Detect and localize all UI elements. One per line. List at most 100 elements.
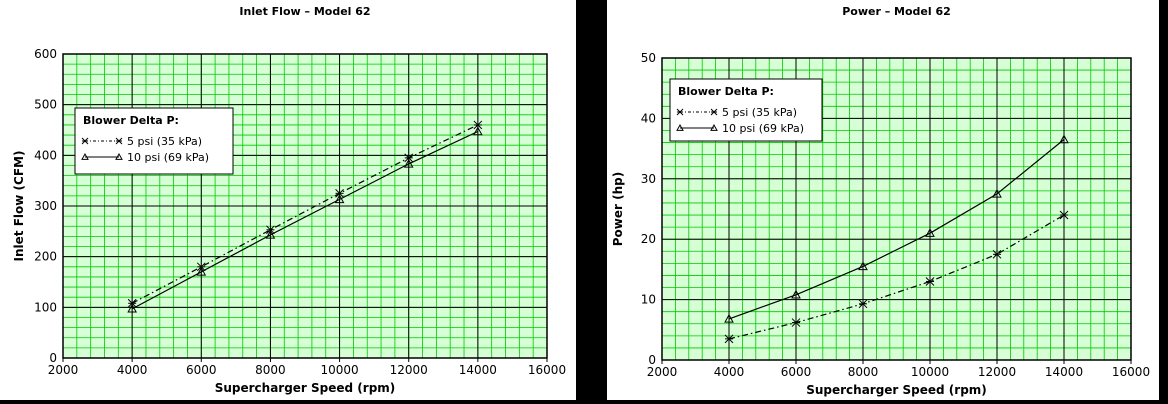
data-point-1 [266, 225, 275, 235]
x-tick-label: 2000 [647, 365, 678, 379]
data-point-2 [334, 194, 345, 204]
x-tick-label: 10000 [320, 363, 358, 377]
marker-triangle [791, 289, 801, 299]
marker-triangle [710, 123, 718, 131]
marker-triangle [196, 266, 207, 276]
series-line-2 [728, 139, 1065, 320]
power-chart-panel: 2000 4000 6000 8000 10000 12000 14000 16000 0 10 2… [607, 0, 1159, 400]
y-tick-label: 0 [49, 351, 57, 365]
y-tick-label: 30 [641, 172, 656, 186]
y-axis-label: Power (hp) [611, 172, 625, 246]
y-tick-label: 10 [641, 293, 656, 307]
legend-label-2: 10 psi (69 kPa) [127, 151, 209, 164]
x-tick-label: 6000 [781, 365, 812, 379]
legend-label-1: 5 psi (35 kPa) [722, 106, 797, 119]
legend-marker-1 [710, 108, 718, 116]
data-point-1 [404, 153, 414, 163]
y-tick-label: 100 [34, 300, 57, 314]
marker-triangle [81, 152, 89, 160]
legend: Blower Delta P: 5 psi (35 kPa) 10 psi (69 … [669, 78, 823, 142]
marker-triangle [925, 228, 935, 237]
legend-marker-2 [81, 152, 89, 160]
y-tick-label: 20 [641, 232, 656, 246]
y-tick-label: 500 [34, 98, 57, 112]
data-point-2 [196, 266, 207, 276]
data-point-1 [473, 120, 483, 130]
marker-triangle [334, 194, 345, 204]
x-tick-label: 8000 [255, 363, 286, 377]
data-point-1 [1059, 210, 1069, 220]
data-point-1 [925, 277, 935, 286]
power-chart: 2000 4000 6000 8000 10000 12000 14000 16000 0 10 2… [611, 5, 1150, 397]
marker-triangle [992, 188, 1002, 198]
x-tick-label: 16000 [1112, 365, 1150, 379]
x-tick-label: 16000 [528, 363, 566, 377]
x-tick-label: 12000 [978, 365, 1016, 379]
data-point-2 [791, 289, 801, 299]
marker-triangle [403, 158, 414, 168]
x-tick-label: 8000 [848, 365, 879, 379]
data-point-2 [858, 261, 868, 271]
legend-label-2: 10 psi (69 kPa) [722, 122, 804, 135]
marker-triangle [724, 313, 734, 323]
y-tick-label: 200 [34, 250, 57, 264]
series-line-2 [131, 130, 479, 310]
data-point-1 [791, 318, 801, 327]
y-tick-label: 300 [34, 199, 57, 213]
inlet-flow-chart: 2000 4000 6000 8000 10000 12000 14000 16000 0 100… [12, 5, 566, 395]
x-tick-label: 4000 [117, 363, 148, 377]
x-tick-label: 4000 [714, 365, 745, 379]
data-point-2 [127, 303, 137, 313]
legend-marker-2 [676, 123, 684, 131]
marker-triangle [1059, 134, 1069, 144]
marker-triangle [265, 229, 276, 239]
marker-triangle [115, 152, 123, 160]
data-point-2 [265, 229, 276, 239]
y-tick-label: 400 [34, 148, 57, 162]
x-tick-label: 2000 [48, 363, 79, 377]
x-tick-label: 14000 [459, 363, 497, 377]
marker-triangle [473, 126, 483, 136]
data-point-1 [127, 298, 137, 308]
y-tick-label: 0 [648, 353, 656, 367]
legend-marker-1 [115, 137, 123, 145]
data-point-2 [1059, 134, 1069, 144]
series-line-1 [131, 124, 479, 304]
x-tick-label: 12000 [390, 363, 428, 377]
y-axis-label: Inlet Flow (CFM) [12, 151, 26, 262]
marker-triangle [127, 303, 137, 313]
y-tick-label: 50 [641, 51, 656, 65]
legend-label-1: 5 psi (35 kPa) [127, 135, 202, 148]
plot-frame [661, 57, 1132, 361]
chart-title: Power – Model 62 [842, 5, 951, 18]
y-tick-label: 600 [34, 47, 57, 61]
x-tick-label: 6000 [186, 363, 217, 377]
legend-title: Blower Delta P: [83, 114, 179, 127]
data-point-1 [335, 188, 344, 198]
legend-marker-2 [710, 123, 718, 131]
inlet-flow-chart-panel: 2000 4000 6000 8000 10000 12000 14000 16000 0 100… [0, 0, 576, 400]
data-point-1 [196, 262, 206, 272]
legend-title: Blower Delta P: [678, 85, 774, 98]
data-point-2 [992, 188, 1002, 198]
marker-triangle [858, 261, 868, 271]
series-line-1 [728, 214, 1065, 340]
x-axis-label: Supercharger Speed (rpm) [806, 383, 987, 397]
data-point-2 [403, 158, 414, 168]
legend-marker-2 [115, 152, 123, 160]
x-tick-label: 14000 [1045, 365, 1083, 379]
data-point-1 [992, 249, 1002, 259]
plot-frame [62, 53, 548, 359]
data-point-1 [724, 334, 734, 344]
x-axis-label: Supercharger Speed (rpm) [215, 381, 396, 395]
x-tick-label: 10000 [911, 365, 949, 379]
legend-marker-1 [81, 137, 89, 145]
data-point-2 [724, 313, 734, 323]
y-tick-label: 40 [641, 111, 656, 125]
data-point-2 [473, 126, 483, 136]
data-point-1 [858, 299, 868, 309]
legend-box [669, 78, 823, 142]
data-point-2 [925, 228, 935, 237]
legend-marker-1 [676, 108, 684, 116]
legend: Blower Delta P: 5 psi (35 kPa) 10 psi (69 … [74, 107, 234, 175]
